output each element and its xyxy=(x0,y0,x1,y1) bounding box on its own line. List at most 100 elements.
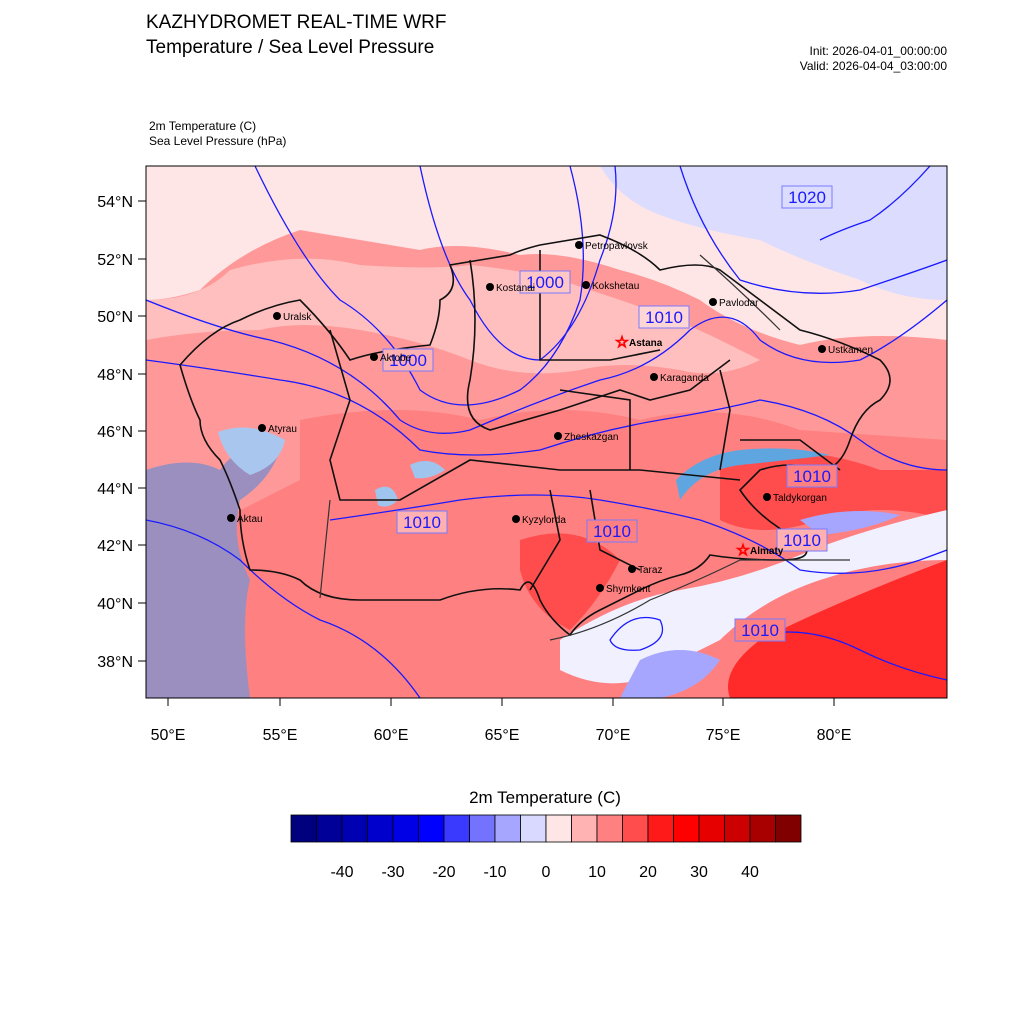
city-dot xyxy=(709,298,717,306)
lon-label: 55°E xyxy=(263,727,298,744)
colorbar-swatch xyxy=(392,814,419,843)
city-label-taldykorgan: Taldykorgan xyxy=(773,493,827,504)
colorbar-title: 2m Temperature (C) xyxy=(469,788,621,807)
colorbar-swatch xyxy=(724,814,751,843)
city-label-ustkamen: Ustkamen xyxy=(828,345,873,356)
lat-label: 42°N xyxy=(97,538,133,555)
colorbar-swatch xyxy=(469,814,496,843)
latitude-labels: 54°N 52°N 50°N 48°N 46°N 44°N 42°N 40°N … xyxy=(97,194,133,671)
lon-label: 65°E xyxy=(485,727,520,744)
colorbar-tick-label: 20 xyxy=(639,864,657,881)
city-dot xyxy=(596,584,604,592)
isobar-label: 1010 xyxy=(403,513,441,532)
isobar-label: 1000 xyxy=(389,351,427,370)
axis-ticks xyxy=(138,200,835,706)
lat-label: 50°N xyxy=(97,309,133,326)
colorbar-swatch xyxy=(290,814,317,843)
colorbar-swatch xyxy=(698,814,725,843)
city-label-zheskazgan: Zheskazgan xyxy=(564,432,618,443)
colorbar-swatch xyxy=(545,814,572,843)
temperature-field-label: 2m Temperature (C) xyxy=(149,119,257,133)
city-dot xyxy=(370,353,378,361)
city-label-astana: Astana xyxy=(629,338,663,349)
city-markers: Petropavlovsk Kostanai Kokshetau Pavloda… xyxy=(227,241,873,595)
city-dot xyxy=(273,312,281,320)
valid-time: Valid: 2026-04-04_03:00:00 xyxy=(799,59,947,73)
isobar-label: 1000 xyxy=(526,273,564,292)
colorbar-swatch xyxy=(520,814,547,843)
lon-label: 60°E xyxy=(374,727,409,744)
lon-label: 50°E xyxy=(151,727,186,744)
city-dot xyxy=(582,281,590,289)
colorbar-swatch xyxy=(749,814,776,843)
city-dot xyxy=(650,373,658,381)
isobar-label: 1010 xyxy=(593,522,631,541)
lat-label: 52°N xyxy=(97,252,133,269)
colorbar-swatch xyxy=(622,814,649,843)
lat-label: 44°N xyxy=(97,481,133,498)
city-dot xyxy=(575,241,583,249)
colorbar-tick-label: 10 xyxy=(588,864,606,881)
init-time: Init: 2026-04-01_00:00:00 xyxy=(809,44,947,58)
city-label-atyrau: Atyrau xyxy=(268,424,297,435)
map-subtitle: Temperature / Sea Level Pressure xyxy=(146,37,435,58)
lon-label: 75°E xyxy=(706,727,741,744)
country-borders xyxy=(319,254,850,641)
temperature-field xyxy=(146,166,947,698)
city-label-kostanai: Kostanai xyxy=(496,283,535,294)
city-label-taraz: Taraz xyxy=(638,565,662,576)
city-dot xyxy=(258,424,266,432)
colorbar-swatch xyxy=(418,814,445,843)
region-borders xyxy=(179,234,891,637)
colorbar-swatch xyxy=(775,814,802,843)
city-dot xyxy=(628,565,636,573)
lat-label: 48°N xyxy=(97,367,133,384)
lat-label: 38°N xyxy=(97,654,133,671)
city-dot xyxy=(512,515,520,523)
city-label-almaty: Almaty xyxy=(750,546,784,557)
colorbar-tick-label: 0 xyxy=(542,864,551,881)
colorbar-swatch xyxy=(316,814,343,843)
isobar-label: 1010 xyxy=(645,308,683,327)
city-dot xyxy=(554,432,562,440)
colorbar-tick-label: -40 xyxy=(330,864,353,881)
city-label-uralsk: Uralsk xyxy=(283,312,312,323)
colorbar-tick-label: 30 xyxy=(690,864,708,881)
capital-star-icon: ☆ xyxy=(615,334,628,351)
colorbar-swatch xyxy=(494,814,521,843)
city-label-aktobe: Aktobe xyxy=(380,353,412,364)
colorbar-swatch xyxy=(647,814,674,843)
colorbar-tick-label: -10 xyxy=(483,864,506,881)
city-dot xyxy=(818,345,826,353)
map-frame xyxy=(145,165,948,699)
isobar-label: 1020 xyxy=(788,188,826,207)
capital-star-icon: ☆ xyxy=(736,542,749,559)
lon-label: 80°E xyxy=(817,727,852,744)
city-label-shymkent: Shymkent xyxy=(606,584,651,595)
colorbar-swatch xyxy=(341,814,368,843)
isobar-label: 1010 xyxy=(741,621,779,640)
city-dot xyxy=(486,283,494,291)
colorbar-swatch xyxy=(673,814,700,843)
city-label-karaganda: Karaganda xyxy=(660,373,709,384)
pressure-field-label: Sea Level Pressure (hPa) xyxy=(149,134,287,148)
lat-label: 46°N xyxy=(97,424,133,441)
run-times: Init: 2026-04-01_00:00:00 Valid: 2026-04… xyxy=(800,44,947,74)
city-label-aktau: Aktau xyxy=(237,514,263,525)
colorbar-swatch xyxy=(443,814,470,843)
colorbar xyxy=(290,814,802,843)
colorbar-tick-label: -20 xyxy=(432,864,455,881)
colorbar-swatch xyxy=(367,814,394,843)
isobar-label: 1010 xyxy=(783,531,821,550)
map-title: KAZHYDROMET REAL-TIME WRF xyxy=(146,12,447,33)
city-dot xyxy=(227,514,235,522)
colorbar-tick-label: -30 xyxy=(381,864,404,881)
colorbar-tick-labels: -40 -30 -20 -10 0 10 20 30 40 xyxy=(330,864,759,881)
isobar-lines xyxy=(146,166,947,698)
city-label-petropavlovsk: Petropavlovsk xyxy=(585,241,649,252)
city-label-kokshetau: Kokshetau xyxy=(592,281,639,292)
lat-label: 40°N xyxy=(97,596,133,613)
lat-label: 54°N xyxy=(97,194,133,211)
city-label-pavlodar: Pavlodar xyxy=(719,298,759,309)
